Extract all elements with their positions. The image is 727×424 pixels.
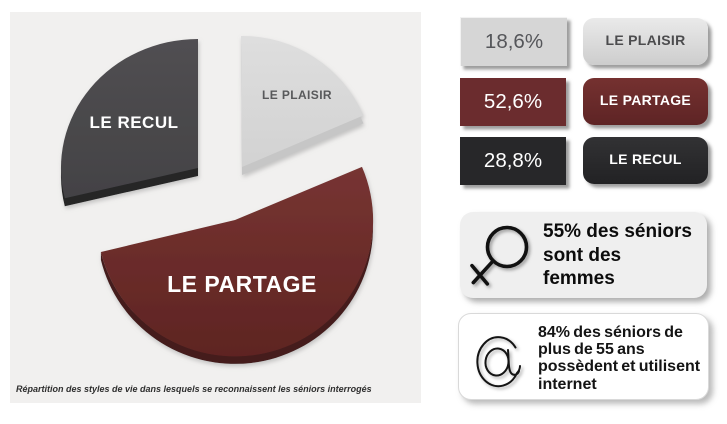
svg-text:LE RECUL: LE RECUL xyxy=(90,113,179,132)
svg-text:LE PLAISIR: LE PLAISIR xyxy=(262,88,332,102)
svg-text:LE PARTAGE: LE PARTAGE xyxy=(167,271,317,297)
